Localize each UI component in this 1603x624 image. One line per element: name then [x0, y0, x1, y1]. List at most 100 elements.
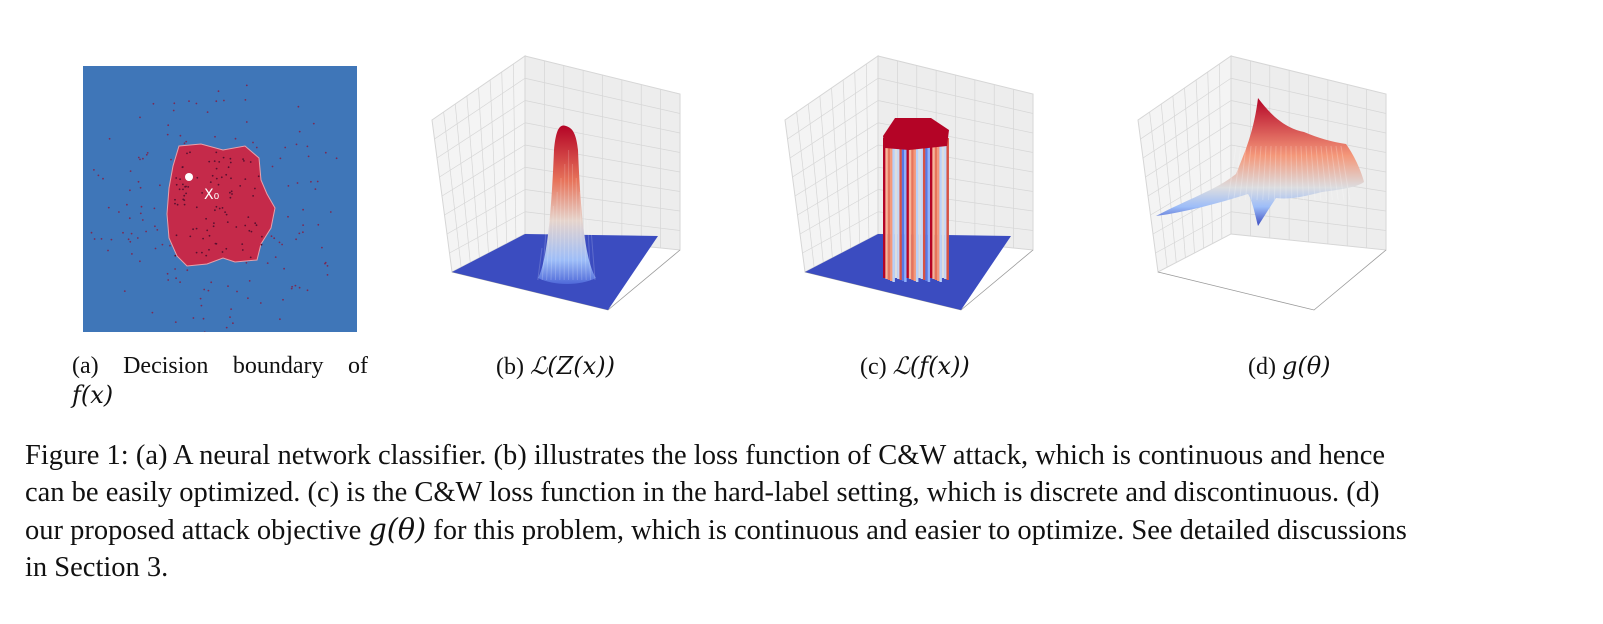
surface-stripe [1233, 145, 1242, 201]
subcaption-c: (c) ℒ(f(x)) [860, 352, 970, 382]
loss-cw-surface-plot [431, 55, 681, 311]
surface-stripe [1295, 145, 1299, 201]
column-strip [887, 138, 891, 280]
scatter-point [297, 105, 300, 108]
scatter-point [131, 253, 133, 255]
caption-line: in Section 3. [25, 552, 169, 583]
column-strip [885, 138, 888, 279]
x0-point [185, 173, 193, 181]
subcaption-a: (a) Decision boundary of f(x) [72, 352, 368, 411]
scatter-point [248, 280, 251, 282]
scatter-point [232, 322, 234, 325]
subcaption-word: of [347, 353, 368, 379]
scatter-point [236, 290, 238, 293]
peak-stripe [583, 205, 587, 281]
scatter-points [90, 84, 338, 332]
scatter-point [174, 268, 176, 270]
surface-stripe [1320, 145, 1328, 201]
scatter-point [172, 109, 175, 112]
region-point [201, 192, 203, 194]
scatter-point [245, 121, 248, 123]
region-point [174, 254, 177, 257]
column-strip [927, 138, 931, 282]
region-point [252, 195, 255, 197]
surface-stripe [1310, 145, 1316, 201]
column-strip [899, 138, 902, 280]
scatter-point [247, 297, 249, 300]
scatter-point [274, 256, 277, 258]
region-point [261, 235, 263, 238]
region-point [231, 193, 233, 195]
region-point [244, 224, 247, 227]
column-strip [904, 138, 907, 282]
region-point [213, 222, 215, 225]
scatter-point [139, 116, 141, 119]
scatter-point [230, 308, 233, 310]
scatter-point [137, 156, 140, 159]
scatter-point [110, 238, 113, 241]
column-strip [932, 138, 935, 279]
scatter-point [282, 298, 284, 301]
scatter-point [174, 321, 177, 323]
region-point [201, 251, 203, 254]
region-point [181, 166, 184, 169]
peak-stripe [590, 233, 596, 281]
scatter-point [298, 232, 301, 235]
subcaption-label: (a) [72, 353, 99, 379]
scatter-point [295, 143, 298, 146]
scatter-point [183, 142, 186, 145]
scatter-point [122, 231, 124, 234]
scatter-point [126, 203, 128, 206]
scatter-point [129, 189, 131, 192]
region-point [185, 192, 187, 195]
surface-stripe [1340, 145, 1351, 201]
column-strip [901, 138, 905, 281]
figure-caption: Figure 1: (a) A neural network classifie… [25, 437, 1570, 586]
subcaption-word: Decision [123, 353, 209, 379]
scatter-point [170, 158, 172, 161]
loss-column [883, 138, 949, 282]
scatter-point [266, 262, 269, 264]
scatter-point [142, 157, 144, 160]
scatter-point [244, 99, 247, 101]
scatter-point [296, 182, 299, 184]
scatter-point [137, 180, 140, 183]
subcaption-label: (b) [496, 354, 524, 380]
scatter-point [130, 232, 133, 235]
scatter-point [145, 230, 147, 233]
region-point [229, 161, 232, 164]
column-strip [913, 138, 917, 281]
region-point [215, 177, 218, 180]
region-point [225, 247, 228, 250]
region-point [192, 228, 194, 231]
region-point [215, 151, 218, 154]
caption-line: our proposed attack objective g(θ) for t… [25, 511, 1570, 549]
scatter-point [259, 302, 262, 304]
column-top [883, 118, 949, 150]
region-point [187, 186, 190, 188]
region-point [208, 160, 211, 163]
surface-stripes [1227, 145, 1351, 201]
surface-stripe [1279, 145, 1282, 201]
scatter-point [278, 241, 281, 244]
region-point [225, 213, 228, 216]
scatter-point [185, 140, 188, 143]
column-strip [930, 138, 933, 278]
column-strip [934, 138, 938, 280]
subcaption-d: (d) g(θ) [1248, 352, 1331, 382]
scatter-point [227, 285, 229, 287]
scatter-point [294, 284, 297, 287]
caption-text: our proposed attack objective [25, 515, 369, 546]
scatter-point [324, 151, 327, 154]
region-point [230, 177, 232, 180]
scatter-point [234, 137, 237, 140]
subcaption-math: f(x) [72, 381, 114, 409]
subcaption-math: ℒ(Z(x)) [529, 352, 615, 380]
region-point [186, 152, 188, 155]
column-strip [894, 138, 898, 278]
column-strip [925, 138, 928, 281]
scatter-point [188, 100, 190, 102]
region-point [175, 234, 178, 237]
region-point [221, 207, 224, 209]
scatter-point [161, 243, 164, 246]
